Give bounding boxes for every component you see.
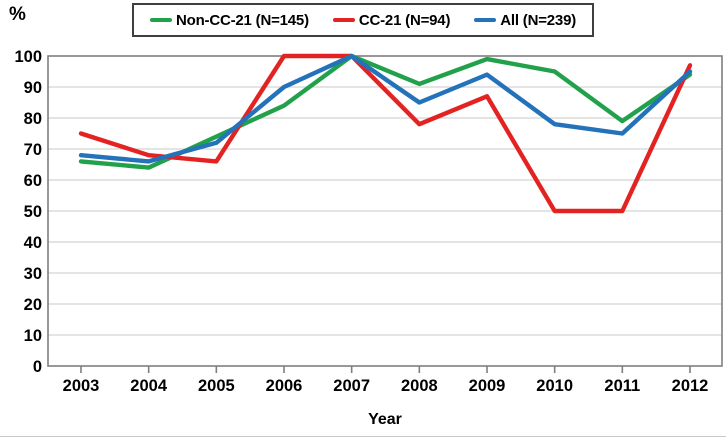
x-axis-title: Year xyxy=(368,411,402,428)
series-line-2 xyxy=(78,53,693,164)
x-tick-label-2011: 2011 xyxy=(604,377,640,395)
legend-item-0: Non-CC-21 (N=145) xyxy=(149,11,309,29)
x-tick-label-2008: 2008 xyxy=(401,377,438,395)
y-tick-label-40: 40 xyxy=(24,234,42,252)
y-tick-label-50: 50 xyxy=(24,203,42,221)
plot-border xyxy=(47,55,723,367)
x-tick-label-2004: 2004 xyxy=(130,377,168,395)
series-line-1 xyxy=(78,53,693,214)
legend-label: CC-21 (N=94) xyxy=(358,11,451,29)
y-tick-label-30: 30 xyxy=(24,265,42,283)
x-tick-label-2009: 2009 xyxy=(469,377,506,395)
legend-line-swatch xyxy=(474,18,497,22)
y-tick-label-60: 60 xyxy=(24,172,42,190)
y-tick-label-70: 70 xyxy=(24,141,42,159)
x-tick-label-2012: 2012 xyxy=(672,377,709,395)
y-tick-label-80: 80 xyxy=(24,110,42,128)
legend-item-1: CC-21 (N=94) xyxy=(332,11,451,29)
legend-item-2: All (N=239) xyxy=(474,12,576,29)
series-line-0 xyxy=(78,53,693,170)
x-tick-label-2007: 2007 xyxy=(333,377,370,395)
y-tick-label-0: 0 xyxy=(33,358,42,376)
x-tick-label-2005: 2005 xyxy=(198,377,235,395)
legend-label: Non-CC-21 (N=145) xyxy=(175,11,309,29)
legend-label: All (N=239) xyxy=(500,11,577,29)
y-axis-unit-label: % xyxy=(9,4,26,25)
y-tick-label-20: 20 xyxy=(24,296,42,314)
x-tick-label-2003: 2003 xyxy=(63,377,100,395)
legend-line-swatch xyxy=(332,18,355,22)
legend-line-swatch xyxy=(149,18,172,22)
y-tick-label-90: 90 xyxy=(24,79,42,97)
x-tick-label-2010: 2010 xyxy=(536,377,573,395)
x-tick-label-2006: 2006 xyxy=(266,377,303,395)
chart-legend: Non-CC-21 (N=145) CC-21 (N=94) All (N=239) xyxy=(131,3,595,37)
y-tick-label-10: 10 xyxy=(24,327,42,345)
y-tick-label-100: 100 xyxy=(14,48,42,66)
